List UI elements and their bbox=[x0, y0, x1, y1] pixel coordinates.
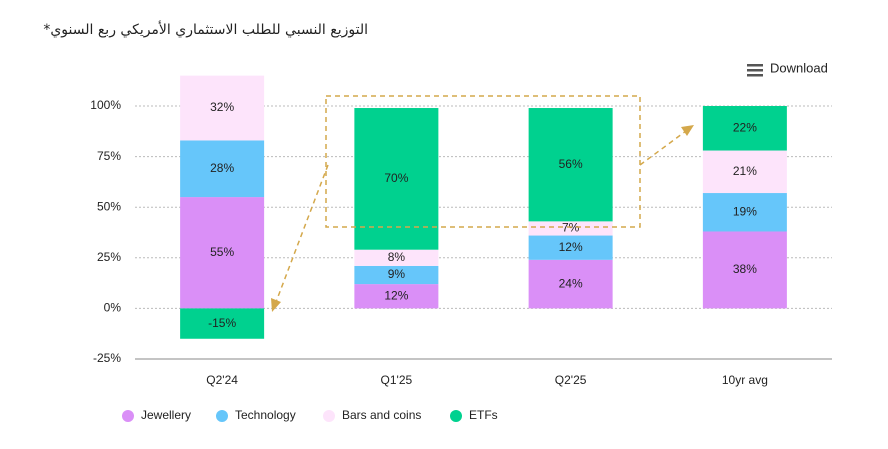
legend-label: ETFs bbox=[469, 408, 498, 422]
legend-label: Jewellery bbox=[141, 408, 191, 422]
arrow-head bbox=[271, 298, 281, 312]
data-label: 19% bbox=[733, 204, 757, 218]
bar-segment bbox=[702, 231, 787, 309]
arrow bbox=[639, 130, 687, 166]
arrow-head bbox=[681, 125, 694, 136]
data-label: 28% bbox=[210, 161, 234, 175]
data-label: 8% bbox=[388, 250, 406, 264]
download-button[interactable]: Download bbox=[747, 60, 828, 77]
x-tick-label: Q2'25 bbox=[555, 373, 587, 387]
data-label: 38% bbox=[733, 262, 757, 276]
legend-swatch bbox=[122, 410, 134, 422]
legend-label: Bars and coins bbox=[342, 408, 421, 422]
data-label: 9% bbox=[388, 267, 406, 281]
data-label: 24% bbox=[559, 276, 583, 290]
y-tick-label: 25% bbox=[97, 250, 121, 264]
bar-segment bbox=[528, 259, 613, 309]
menu-icon bbox=[747, 64, 763, 67]
data-label: 12% bbox=[384, 288, 408, 302]
download-label[interactable]: Download bbox=[770, 60, 828, 75]
bar-segment bbox=[180, 75, 265, 141]
legend-swatch bbox=[216, 410, 228, 422]
legend-swatch bbox=[450, 410, 462, 422]
arrow bbox=[275, 164, 329, 303]
bar-segment bbox=[180, 308, 265, 339]
data-label: 56% bbox=[559, 157, 583, 171]
y-tick-label: 0% bbox=[104, 301, 122, 315]
data-label: -15% bbox=[208, 316, 236, 330]
x-tick-label: Q2'24 bbox=[206, 373, 238, 387]
data-label: 22% bbox=[733, 120, 757, 134]
chart-title: التوزيع النسبي للطلب الاستثماري الأمريكي… bbox=[43, 22, 368, 38]
data-label: 21% bbox=[733, 164, 757, 178]
y-tick-label: 75% bbox=[97, 149, 121, 163]
bar-segment bbox=[702, 193, 787, 232]
bar-segment bbox=[702, 106, 787, 151]
menu-icon bbox=[747, 74, 763, 77]
y-tick-label: 100% bbox=[90, 98, 121, 112]
menu-icon bbox=[747, 69, 763, 72]
x-tick-label: 10yr avg bbox=[722, 373, 768, 387]
annotation bbox=[275, 95, 687, 303]
bar-segment bbox=[354, 108, 439, 250]
bar-segment bbox=[180, 197, 265, 309]
y-tick-label: 50% bbox=[97, 199, 121, 213]
data-label: 32% bbox=[210, 100, 234, 114]
data-label: 12% bbox=[559, 240, 583, 254]
legend-label: Technology bbox=[235, 408, 296, 422]
bar-segment bbox=[528, 221, 613, 236]
bar-segment bbox=[354, 284, 439, 309]
bar-segment bbox=[528, 108, 613, 222]
bar-segment bbox=[180, 140, 265, 198]
y-tick-label: -25% bbox=[93, 351, 121, 365]
data-label: 55% bbox=[210, 245, 234, 259]
data-label: 70% bbox=[384, 171, 408, 185]
x-tick-label: Q1'25 bbox=[381, 373, 413, 387]
bar-segment bbox=[354, 249, 439, 266]
legend-swatch bbox=[323, 410, 335, 422]
bar-segment bbox=[702, 150, 787, 194]
bar-segment bbox=[354, 265, 439, 285]
highlight-box bbox=[325, 95, 641, 228]
bar-segment bbox=[528, 235, 613, 260]
